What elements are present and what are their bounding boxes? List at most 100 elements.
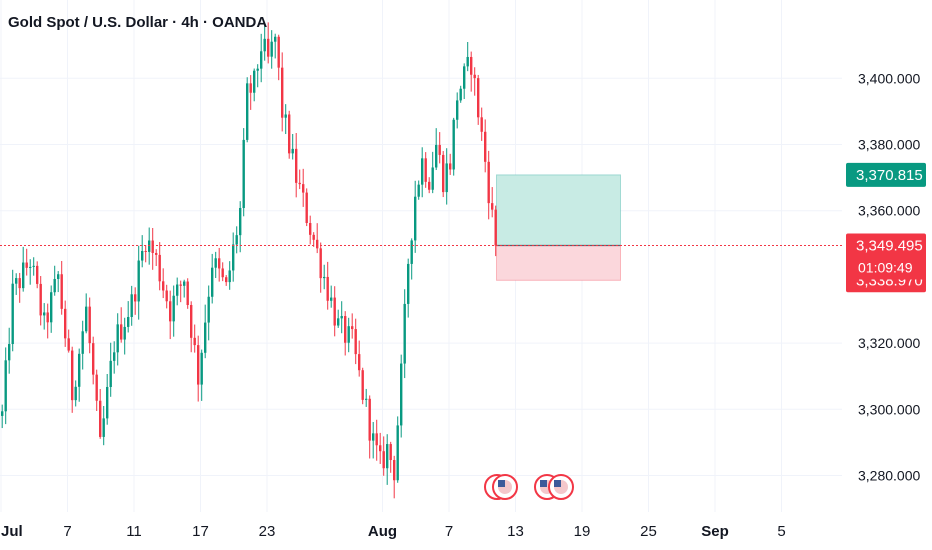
candle-body <box>71 350 74 401</box>
candle-body <box>179 284 182 286</box>
candle <box>232 232 235 282</box>
candle <box>326 261 329 310</box>
candle <box>102 405 105 446</box>
candle <box>57 271 60 293</box>
candle <box>386 434 389 485</box>
candle-body <box>25 262 28 268</box>
candle <box>134 287 137 315</box>
candle <box>274 33 277 59</box>
current-price-text: 3,349.495 <box>856 237 923 254</box>
target-price-tag-text: 3,370.815 <box>856 167 923 184</box>
candle-body <box>134 294 137 302</box>
candle <box>64 300 67 347</box>
x-tick-label: 5 <box>777 523 785 540</box>
candle-body <box>263 38 266 52</box>
candle-body <box>410 240 413 264</box>
candle-body <box>200 352 203 385</box>
candle-body <box>386 444 389 469</box>
candle <box>316 223 319 254</box>
current-price-tag: 3,349.495 01:09:49 <box>846 233 926 280</box>
candle <box>15 273 18 295</box>
candle <box>137 245 140 320</box>
candle <box>74 380 77 407</box>
candle-body <box>106 386 109 419</box>
candle <box>123 317 126 355</box>
candle-body <box>333 297 336 326</box>
flag-canton-icon <box>498 480 505 487</box>
candle <box>417 180 420 200</box>
y-tick-label: 3,320.000 <box>858 335 920 351</box>
candle-body <box>368 398 371 441</box>
candlestick-series <box>1 22 497 499</box>
candle <box>487 150 490 220</box>
time-axis[interactable]: Jul 7 11 17 23 Aug 7 13 19 25 Sep 5 <box>1 523 786 540</box>
candle <box>337 309 340 328</box>
grid-lines <box>0 0 842 512</box>
candle <box>225 275 228 286</box>
candle <box>421 147 424 198</box>
candle <box>414 180 417 253</box>
x-tick-label: 17 <box>192 523 209 540</box>
candle-body <box>494 209 497 246</box>
candle-body <box>11 283 14 345</box>
candle <box>480 107 483 141</box>
candle <box>256 64 259 88</box>
candle <box>162 268 165 299</box>
x-tick-label: 7 <box>63 523 71 540</box>
candle <box>431 151 434 194</box>
candle <box>43 303 46 330</box>
candle-body <box>130 294 133 317</box>
candle <box>235 226 238 254</box>
candle-body <box>246 83 249 140</box>
candle <box>291 133 294 160</box>
x-tick-label: Jul <box>1 523 23 540</box>
candle <box>36 261 39 289</box>
candle <box>165 284 168 309</box>
candle-body <box>78 353 81 387</box>
candle <box>109 342 112 397</box>
candle-body <box>407 263 410 304</box>
x-tick-label: 7 <box>445 523 453 540</box>
candle-body <box>389 444 392 461</box>
event-flag-2[interactable] <box>534 474 574 500</box>
price-axis[interactable]: 3,400.000 3,380.000 3,360.000 3,320.000 3,30… <box>858 70 920 483</box>
candle-body <box>463 66 466 89</box>
candle-body <box>337 318 340 326</box>
event-flag-1[interactable] <box>484 474 518 500</box>
position-zones[interactable] <box>496 174 621 281</box>
candle <box>183 279 186 298</box>
candle-body <box>85 306 88 332</box>
candle-body <box>88 306 91 344</box>
candle <box>120 307 123 343</box>
candle <box>95 369 98 411</box>
candle <box>228 261 231 290</box>
candle <box>11 269 14 352</box>
candle <box>155 249 158 267</box>
candle <box>242 128 245 217</box>
candle <box>424 152 427 188</box>
candle-body <box>155 252 158 255</box>
y-tick-label: 3,380.000 <box>858 136 920 152</box>
candle-body <box>491 203 494 210</box>
candle-body <box>270 41 273 57</box>
candle <box>190 301 193 353</box>
candle <box>141 235 144 268</box>
candle <box>435 128 438 171</box>
candle <box>239 201 242 253</box>
candle <box>358 340 361 377</box>
candle <box>260 33 263 83</box>
candle-body <box>424 158 427 182</box>
candle <box>29 259 32 285</box>
candle-body <box>116 324 119 353</box>
candle-body <box>64 308 67 339</box>
candle <box>284 104 287 135</box>
candle-body <box>484 131 487 162</box>
economic-events[interactable] <box>484 474 574 500</box>
candle-body <box>319 248 322 279</box>
candle-body <box>421 158 424 185</box>
candle <box>396 416 399 483</box>
candle-body <box>354 329 357 355</box>
candle-body <box>60 274 63 309</box>
candle-body <box>29 266 32 268</box>
